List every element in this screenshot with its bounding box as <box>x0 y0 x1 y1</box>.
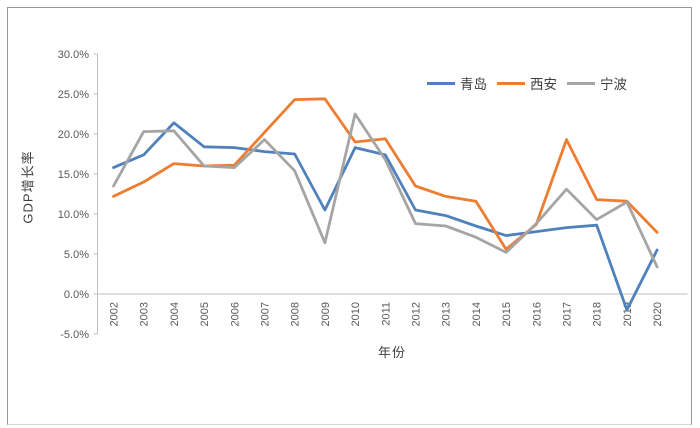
legend-item-青岛: 青岛 <box>427 73 487 93</box>
y-tick-label: -5.0% <box>60 329 89 341</box>
x-tick-label: 2011 <box>380 302 392 326</box>
x-tick-label: 2003 <box>139 302 151 326</box>
y-tick-label: 15.0% <box>58 169 89 181</box>
x-tick-label: 2012 <box>411 302 423 326</box>
x-tick-label: 2006 <box>229 302 241 326</box>
series-line-青岛 <box>112 121 659 312</box>
x-tick-label: 2009 <box>320 302 332 326</box>
legend-item-宁波: 宁波 <box>567 73 627 93</box>
x-tick-label: 2013 <box>441 302 453 326</box>
legend-line-swatch <box>497 81 525 85</box>
x-axis-title: 年份 <box>377 345 407 360</box>
x-tick-label: 2005 <box>199 302 211 326</box>
x-tick-label: 2004 <box>169 302 181 326</box>
y-tick-label: 5.0% <box>64 249 89 261</box>
legend-item-西安: 西安 <box>497 73 557 93</box>
y-tick-label: 0.0% <box>64 289 89 301</box>
y-tick-label: 30.0% <box>58 49 89 61</box>
x-tick-label: 2002 <box>109 302 121 326</box>
x-tick-label: 2017 <box>562 302 574 326</box>
legend-line-swatch <box>567 81 595 85</box>
x-tick-label: 2015 <box>501 302 513 326</box>
x-tick-label: 2018 <box>592 302 604 326</box>
legend: 青岛 西安 宁波 <box>427 73 627 93</box>
y-tick-label: 20.0% <box>58 129 89 141</box>
legend-line-swatch <box>427 81 455 85</box>
x-tick-label: 2014 <box>471 302 483 326</box>
x-tick-label: 2010 <box>350 302 362 326</box>
legend-label: 西安 <box>530 77 557 92</box>
x-tick-label: 2020 <box>652 302 664 326</box>
y-tick-label: 10.0% <box>58 209 89 221</box>
legend-label: 青岛 <box>460 77 487 92</box>
series-line-宁波 <box>112 112 659 269</box>
x-tick-label: 2007 <box>260 302 272 326</box>
y-tick-label: 25.0% <box>58 89 89 101</box>
x-tick-label: 2008 <box>290 302 302 326</box>
x-tick-label: 2016 <box>531 302 543 326</box>
y-axis-title: GDP增长率 <box>20 150 36 224</box>
legend-label: 宁波 <box>600 77 627 92</box>
